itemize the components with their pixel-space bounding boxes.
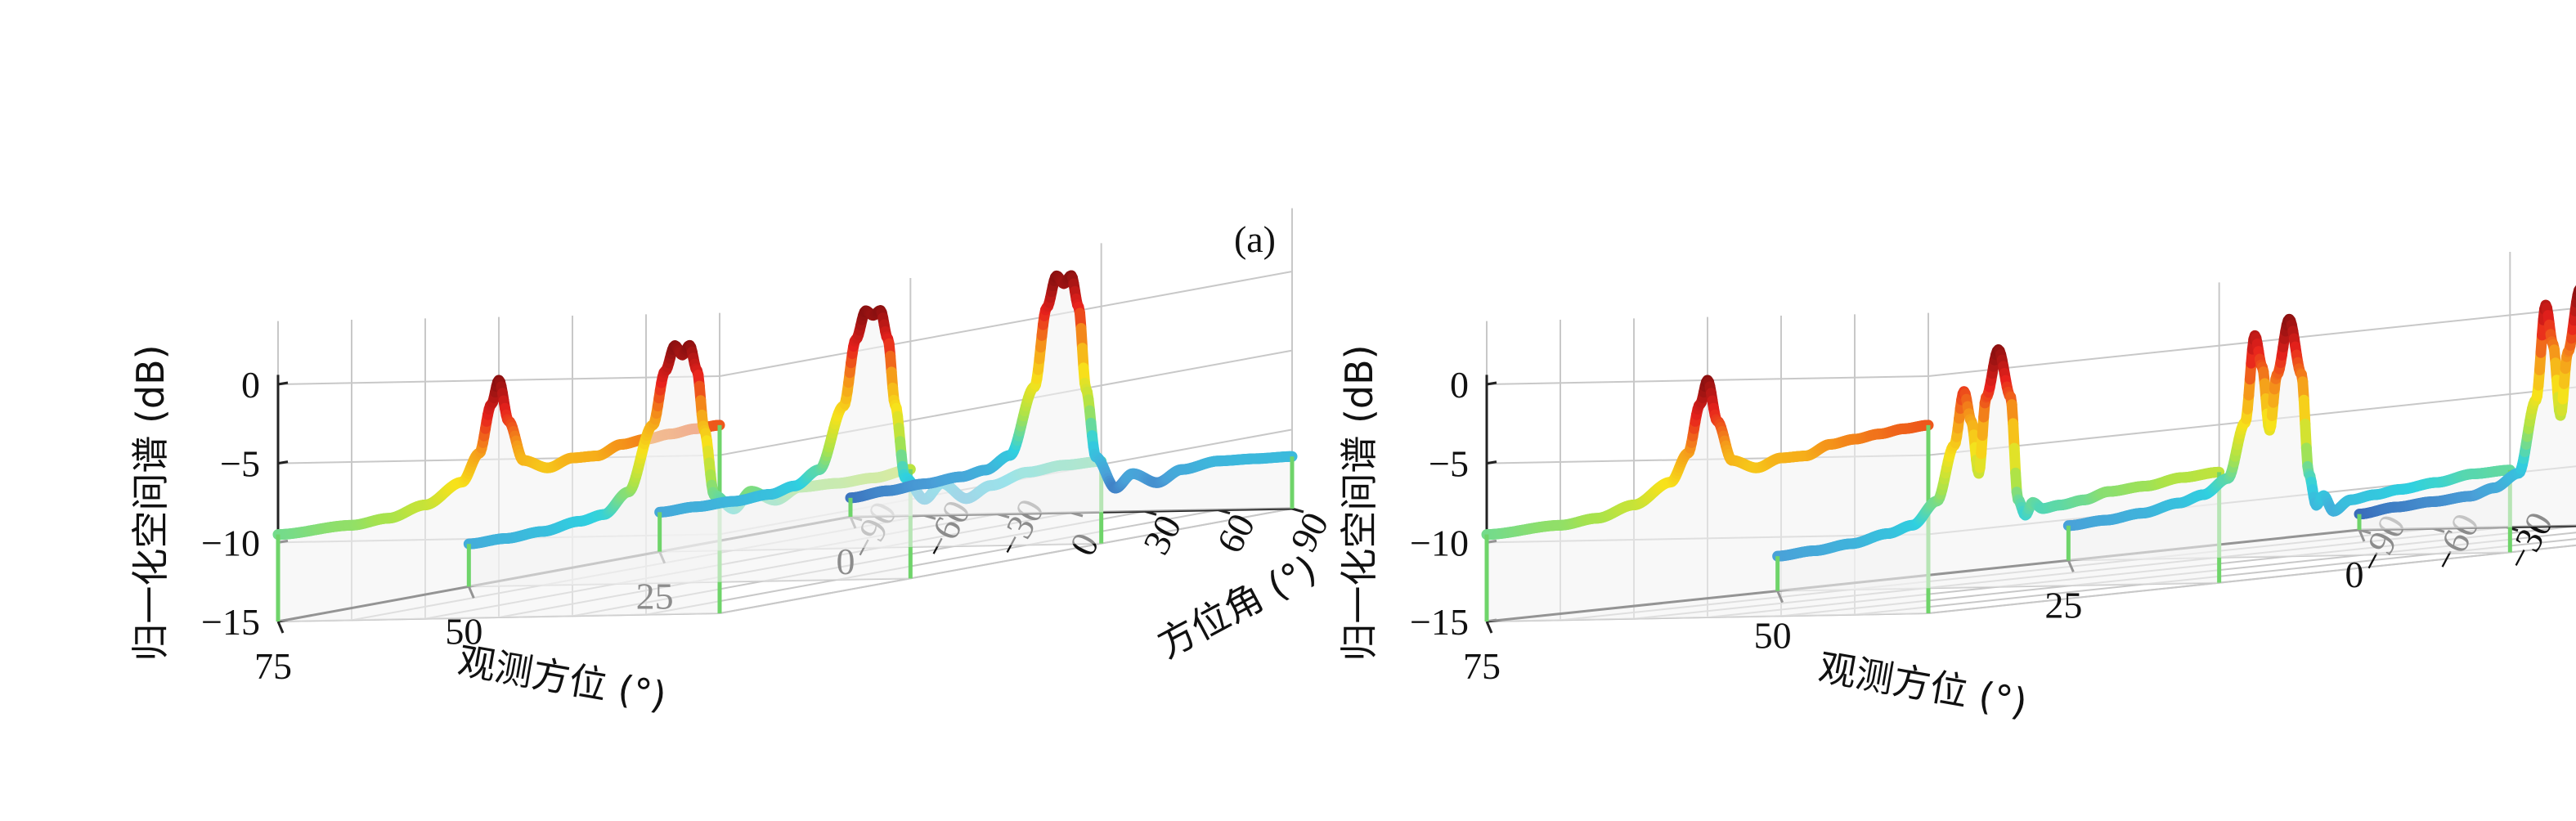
series-obs-0 bbox=[845, 270, 1298, 517]
obs-tick-label: 0 bbox=[2345, 554, 2364, 595]
z-tick-label: 0 bbox=[1450, 364, 1469, 406]
azimuth-tick-label: 90 bbox=[1282, 505, 1337, 559]
z-tick bbox=[1486, 381, 1497, 386]
gridline-floor bbox=[1854, 538, 2576, 616]
azimuth-tick bbox=[1144, 509, 1157, 516]
obs-tick bbox=[1485, 621, 1493, 634]
spectrum-sheet bbox=[850, 276, 1292, 517]
z-tick-label: −5 bbox=[220, 443, 260, 485]
obs-tick-label: 25 bbox=[2044, 584, 2082, 626]
obs-tick-label: 75 bbox=[1463, 645, 1501, 687]
gridline-floor bbox=[719, 508, 1293, 614]
gridline-back bbox=[1928, 386, 2576, 456]
z-tick-label: −10 bbox=[1410, 522, 1469, 563]
azimuth-tick-label: 0 bbox=[2570, 539, 2576, 575]
z-tick-label: −15 bbox=[1410, 601, 1469, 643]
panel-label: (a) bbox=[1234, 218, 1276, 260]
obs-tick-label: 75 bbox=[254, 645, 292, 687]
z-tick bbox=[277, 460, 289, 465]
spectrum-sheet bbox=[2068, 319, 2511, 561]
obs-tick bbox=[276, 621, 285, 634]
z-tick-label: 0 bbox=[241, 364, 260, 406]
series-obs-25 bbox=[2062, 313, 2515, 561]
y-axis-title: 归一化空间谱 (dB) bbox=[1337, 344, 1381, 661]
series-obs-0 bbox=[2354, 285, 2576, 530]
azimuth-axis-title: 方位角 (°) bbox=[1150, 546, 1323, 666]
z-tick-label: −10 bbox=[201, 522, 260, 563]
z-tick-label: −5 bbox=[1429, 443, 1469, 485]
gridline-back bbox=[1928, 307, 2576, 377]
y-axis-title: 归一化空间谱 (dB) bbox=[128, 344, 173, 661]
azimuth-tick bbox=[1218, 509, 1231, 515]
gridline-back bbox=[719, 349, 1293, 456]
gridline-floor bbox=[645, 509, 1219, 616]
gridline-floor bbox=[1928, 544, 2576, 614]
z-tick-label: −15 bbox=[201, 601, 260, 643]
z-tick bbox=[277, 381, 289, 386]
gridline-back bbox=[719, 271, 1293, 377]
x-axis-title: 观测方位 (°) bbox=[1815, 645, 2031, 725]
x-axis-title: 观测方位 (°) bbox=[455, 638, 670, 718]
obs-tick-label: 50 bbox=[1754, 615, 1792, 657]
z-tick bbox=[1486, 460, 1497, 465]
azimuth-tick bbox=[1291, 507, 1304, 514]
